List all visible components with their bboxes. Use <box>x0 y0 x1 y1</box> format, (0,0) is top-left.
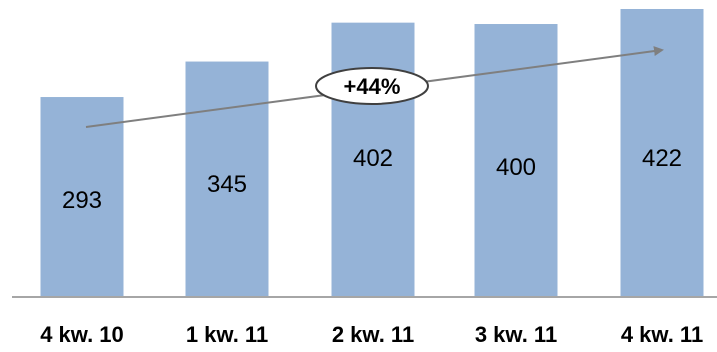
growth-annotation: +44% <box>85 46 664 128</box>
x-tick-label: 4 kw. 10 <box>40 322 124 347</box>
x-tick-label: 4 kw. 11 <box>621 322 703 347</box>
bar-value-label: 402 <box>353 145 393 172</box>
bar-4 <box>620 9 704 297</box>
x-tick-label: 1 kw. 11 <box>186 322 268 347</box>
bar-value-label: 345 <box>207 171 247 198</box>
bar-value-label: 422 <box>642 145 682 172</box>
bar-1 <box>185 61 269 298</box>
x-tick-label: 2 kw. 11 <box>332 322 414 347</box>
bar-0 <box>40 97 124 297</box>
bar-value-label: 293 <box>62 187 102 214</box>
growth-badge-ellipse <box>315 67 429 105</box>
labels-layer: 293 4 kw. 10 345 1 kw. 11 402 2 kw. 11 400 3 kw… <box>40 145 703 347</box>
x-tick-label: 3 kw. 11 <box>475 322 557 347</box>
bar-value-label: 400 <box>496 154 536 181</box>
growth-badge-label: +44% <box>344 74 401 99</box>
